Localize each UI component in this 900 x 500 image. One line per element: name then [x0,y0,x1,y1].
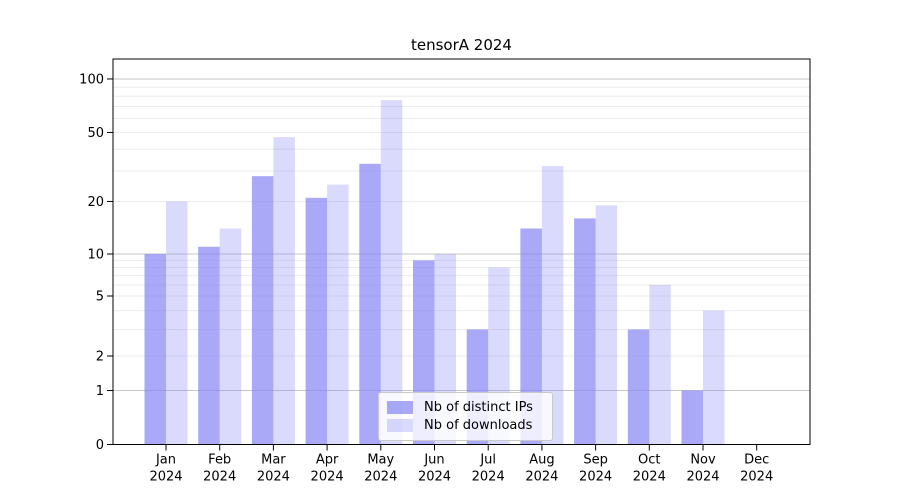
y-tick-label: 50 [87,126,104,141]
x-tick-year-label: 2024 [740,470,773,485]
y-tick-label: 0 [96,438,104,453]
x-tick-month-label: Oct [638,453,660,468]
x-tick-month-label: Sep [583,453,608,468]
bar-downloads [649,285,671,445]
legend-swatch-distinct-ips [387,401,413,414]
x-tick-year-label: 2024 [686,470,719,485]
bar-distinct-ips [306,198,328,445]
x-tick-month-label: Jan [155,453,176,468]
y-tick-label: 100 [79,72,104,87]
bar-distinct-ips [682,390,704,444]
legend-label-distinct-ips: Nb of distinct IPs [424,399,533,416]
legend-entry-distinct-ips: Nb of distinct IPs [387,399,544,416]
x-tick-year-label: 2024 [203,470,236,485]
chart-title: tensorA 2024 [411,36,512,54]
x-tick-year-label: 2024 [633,470,666,485]
y-tick-label: 5 [96,290,104,305]
legend-entry-downloads: Nb of downloads [387,417,544,434]
chart-window: 0 1 2 5 10 20 50 100 Jan 2024 Feb 2024 Mar 2024 Apr 202… [0,0,900,500]
x-tick-year-label: 2024 [149,470,182,485]
x-tick-month-label: Dec [744,453,769,468]
x-tick-month-label: Feb [208,453,231,468]
x-tick-year-label: 2024 [472,470,505,485]
x-tick-month-label: Mar [261,453,286,468]
bar-downloads [596,205,618,444]
x-tick-month-label: Nov [690,453,716,468]
y-tick-label: 2 [96,349,104,364]
bar-distinct-ips [574,218,596,444]
x-tick-month-label: Jun [423,453,444,468]
x-tick-month-label: Jul [479,453,496,468]
x-tick-year-label: 2024 [579,470,612,485]
bar-downloads [220,228,242,444]
x-tick-year-label: 2024 [525,470,558,485]
bar-distinct-ips [628,329,650,444]
y-tick-label: 10 [87,247,104,262]
bar-distinct-ips [198,247,220,445]
legend-label-downloads: Nb of downloads [424,417,532,434]
legend: Nb of distinct IPs Nb of downloads [378,392,553,441]
y-tick-label: 1 [96,384,104,399]
bar-downloads [166,201,188,444]
legend-swatch-downloads [387,419,413,432]
x-tick-month-label: Aug [529,453,554,468]
x-tick-year-label: 2024 [257,470,290,485]
x-tick-year-label: 2024 [418,470,451,485]
bar-distinct-ips [252,176,274,444]
x-tick-year-label: 2024 [311,470,344,485]
x-tick-month-label: Apr [316,453,339,468]
x-tick-month-label: May [367,453,394,468]
bar-downloads [703,311,725,445]
x-tick-year-label: 2024 [364,470,397,485]
bar-distinct-ips [145,254,167,445]
bar-downloads [327,185,349,445]
y-tick-label: 20 [87,195,104,210]
bar-downloads [273,137,295,444]
